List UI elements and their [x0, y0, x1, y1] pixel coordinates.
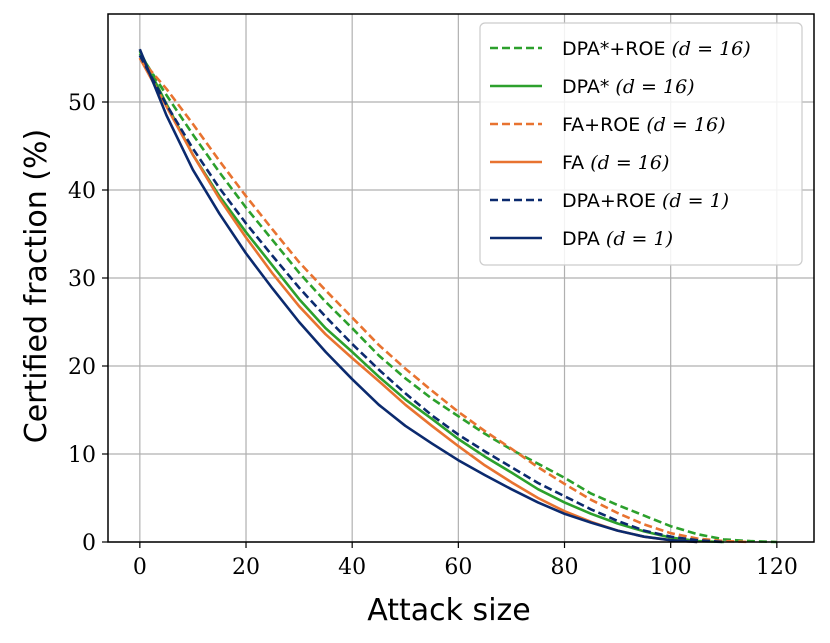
- legend-label-math: (d = 16): [615, 76, 694, 98]
- legend-label-main: DPA*: [562, 76, 615, 98]
- y-tick-label: 50: [68, 91, 96, 116]
- axis-ticks: 0 20 40 60 80 100 120 0 10 20 30 40 50: [68, 91, 798, 580]
- x-tick-label: 80: [551, 555, 579, 580]
- y-tick-label: 10: [68, 443, 96, 468]
- legend: DPA*+ROE (d = 16)DPA* (d = 16)FA+ROE (d …: [479, 22, 803, 266]
- x-tick-label: 100: [650, 555, 692, 580]
- legend-label-main: FA: [562, 152, 590, 174]
- legend-label: DPA*+ROE (d = 16): [562, 38, 751, 60]
- legend-label: FA+ROE (d = 16): [562, 114, 725, 136]
- y-tick-label: 40: [68, 179, 96, 204]
- series-line-dpasolid: [138, 48, 698, 544]
- x-tick-label: 40: [338, 555, 366, 580]
- legend-label-math: (d = 16): [646, 114, 725, 136]
- x-tick-label: 120: [756, 555, 798, 580]
- legend-label-main: DPA+ROE: [562, 190, 662, 212]
- y-tick-label: 20: [68, 355, 96, 380]
- legend-label: DPA (d = 1): [562, 228, 673, 250]
- legend-label-math: (d = 16): [672, 38, 751, 60]
- legend-label-main: DPA*+ROE: [562, 38, 672, 60]
- legend-label-main: DPA: [562, 228, 606, 250]
- y-axis-title: Certified fraction (%): [19, 129, 54, 443]
- legend-label: DPA+ROE (d = 1): [562, 190, 729, 212]
- series-line-fa-roedashed: [138, 57, 751, 544]
- series-lines: [138, 48, 777, 544]
- legend-label-math: (d = 1): [606, 228, 673, 250]
- legend-label: DPA* (d = 16): [562, 76, 695, 98]
- legend-label-main: FA+ROE: [562, 114, 646, 136]
- series-line-dpa-roedashed: [138, 54, 724, 544]
- y-tick-label: 30: [68, 267, 96, 292]
- series-line-dpa-solid: [138, 50, 724, 544]
- x-tick-label: 60: [444, 555, 472, 580]
- legend-label-math: (d = 1): [662, 190, 729, 212]
- legend-label-math: (d = 16): [590, 152, 669, 174]
- legend-box: [479, 22, 803, 266]
- legend-label: FA (d = 16): [562, 152, 669, 174]
- y-tick-label: 0: [82, 531, 96, 556]
- x-tick-label: 0: [133, 555, 147, 580]
- series-line-dpa-roedashed: [138, 52, 777, 544]
- x-tick-label: 20: [232, 555, 260, 580]
- x-axis-title: Attack size: [367, 593, 530, 628]
